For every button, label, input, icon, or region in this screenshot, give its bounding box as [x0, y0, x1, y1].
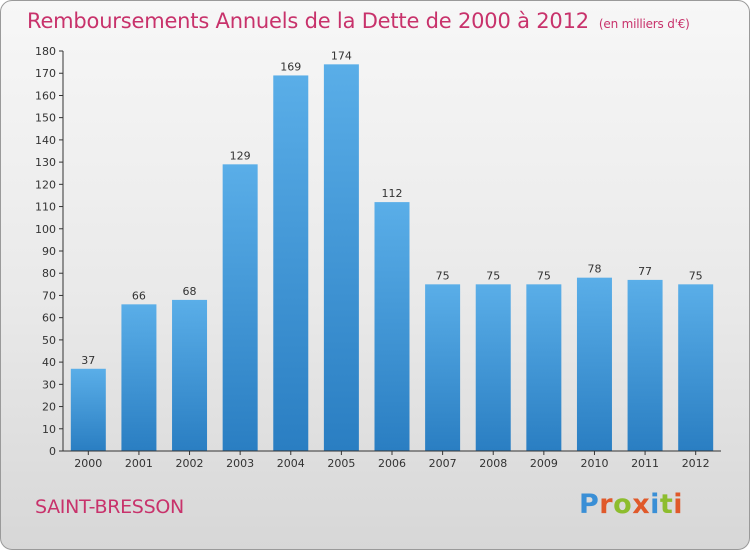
chart-title-text: Remboursements Annuels de la Dette de 20… [27, 9, 589, 33]
y-tick-label: 150 [35, 112, 56, 125]
bar-2001 [121, 304, 157, 451]
bar-value-label: 78 [587, 263, 601, 276]
y-tick-label: 80 [42, 267, 56, 280]
x-tick-label: 2001 [125, 457, 153, 470]
logo-letter: o [613, 489, 633, 520]
y-tick-label: 180 [35, 45, 56, 58]
axes-group: 0 10 20 30 40 50 60 70 80 90 100 110 120 130 140 150 160… [35, 45, 721, 470]
bar-value-label: 169 [280, 60, 301, 73]
bar-value-label: 77 [638, 265, 652, 278]
y-tick-label: 160 [35, 89, 56, 102]
bar-2011 [627, 279, 663, 451]
x-tick-label: 2009 [530, 457, 558, 470]
x-tick-label: 2006 [378, 457, 406, 470]
logo-letter: P [579, 489, 600, 520]
y-tick-label: 30 [42, 378, 56, 391]
logo-letter: t [659, 489, 674, 520]
bar-value-label: 174 [331, 49, 352, 62]
bar-2000 [70, 368, 106, 451]
bar-2002 [172, 299, 208, 451]
bar-value-label: 68 [183, 285, 197, 298]
y-tick-label: 100 [35, 223, 56, 236]
logo-letter: i [673, 489, 684, 520]
x-tick-label: 2003 [226, 457, 254, 470]
y-tick-label: 140 [35, 134, 56, 147]
bar-2007 [425, 284, 461, 451]
x-tick-label: 2012 [682, 457, 710, 470]
x-tick-label: 2002 [176, 457, 204, 470]
bars-group: 37 66 68 129 169 174 112 75 75 75 78 77 75 [70, 49, 714, 452]
y-tick-label: 10 [42, 423, 56, 436]
bar-2008 [475, 284, 511, 451]
bar-value-label: 75 [689, 269, 703, 282]
bar-2010 [576, 277, 612, 451]
y-tick-label: 60 [42, 312, 56, 325]
bar-2009 [526, 284, 562, 451]
y-tick-label: 170 [35, 67, 56, 80]
place-name: SAINT-BRESSON [35, 496, 184, 518]
bar-value-label: 75 [436, 269, 450, 282]
bar-2012 [678, 284, 714, 451]
y-tick-label: 50 [42, 334, 56, 347]
y-tick-label: 20 [42, 401, 56, 414]
bar-value-label: 112 [382, 187, 403, 200]
chart-unit-label: (en milliers d'€) [598, 17, 690, 31]
bar-2005 [323, 64, 359, 452]
bar-value-label: 75 [537, 269, 551, 282]
y-tick-label: 120 [35, 178, 56, 191]
y-tick-label: 90 [42, 245, 56, 258]
x-tick-label: 2010 [580, 457, 608, 470]
y-tick-label: 40 [42, 356, 56, 369]
x-tick-label: 2011 [631, 457, 659, 470]
bar-2006 [374, 202, 410, 451]
x-tick-label: 2005 [327, 457, 355, 470]
bar-value-label: 75 [486, 269, 500, 282]
bar-2004 [273, 75, 309, 451]
y-tick-label: 0 [49, 445, 56, 458]
x-tick-label: 2008 [479, 457, 507, 470]
logo-letter: i [650, 489, 660, 520]
y-tick-label: 130 [35, 156, 56, 169]
bar-2003 [222, 164, 258, 452]
y-tick-label: 110 [35, 201, 56, 214]
chart-title: Remboursements Annuels de la Dette de 20… [27, 9, 690, 33]
logo-letter: x [632, 489, 651, 520]
x-tick-label: 2000 [74, 457, 102, 470]
bar-value-label: 129 [230, 149, 251, 162]
x-tick-label: 2004 [277, 457, 305, 470]
y-tick-label: 70 [42, 289, 56, 302]
bar-value-label: 66 [132, 289, 146, 302]
bar-value-label: 37 [81, 354, 95, 367]
logo-letter: r [599, 489, 614, 520]
proxiti-logo: Proxiti [579, 489, 683, 520]
x-tick-label: 2007 [429, 457, 457, 470]
